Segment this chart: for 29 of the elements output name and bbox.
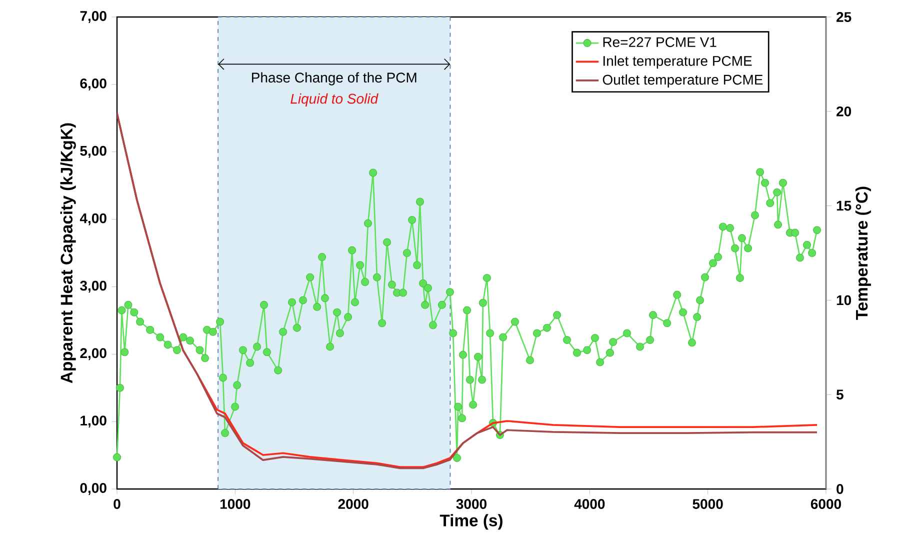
y-tick-label: 2,00 [80,348,106,360]
x-tick-label: 3000 [456,499,486,509]
annotation: Liquid to Solid [290,93,378,106]
legend-label: Inlet temperature PCME [604,56,752,69]
x-tick-label: 0 [114,499,120,509]
y2-tick-label: 25 [836,12,852,22]
y2-tick-label: 20 [836,106,852,116]
y-tick-label: 3,00 [80,280,106,293]
band-label: Phase Change of the PCM [252,72,416,86]
x-tick-label: 6000 [810,499,841,509]
y-axis-title: Apparent Heat Capacity (kJ/KgK) [60,123,76,384]
x-tick-label: 2000 [338,499,368,509]
y-tick-label: 1,00 [80,416,106,428]
y2-tick-label: 0 [836,484,844,494]
y2-tick-label: 5 [836,390,844,400]
legend-label: Re=227 PCME V1 [603,37,716,48]
y-tick-label: 4,00 [80,213,106,226]
x-axis-title: Time (s) [440,514,502,530]
y-tick-label: 7,00 [80,11,106,23]
y2-tick-label: 15 [836,200,852,211]
y2-axis-title: Temperature (°C) [855,186,871,320]
y-tick-label: 5,00 [80,146,106,158]
x-tick-label: 4000 [574,499,605,509]
legend-label: Outlet temperature PCME [602,74,763,88]
x-tick-label: 5000 [692,499,723,509]
y-tick-label: 0,00 [80,483,106,495]
y-tick-label: 6,00 [80,78,106,90]
x-tick-label: 1000 [220,499,250,509]
y2-tick-label: 10 [836,295,852,306]
